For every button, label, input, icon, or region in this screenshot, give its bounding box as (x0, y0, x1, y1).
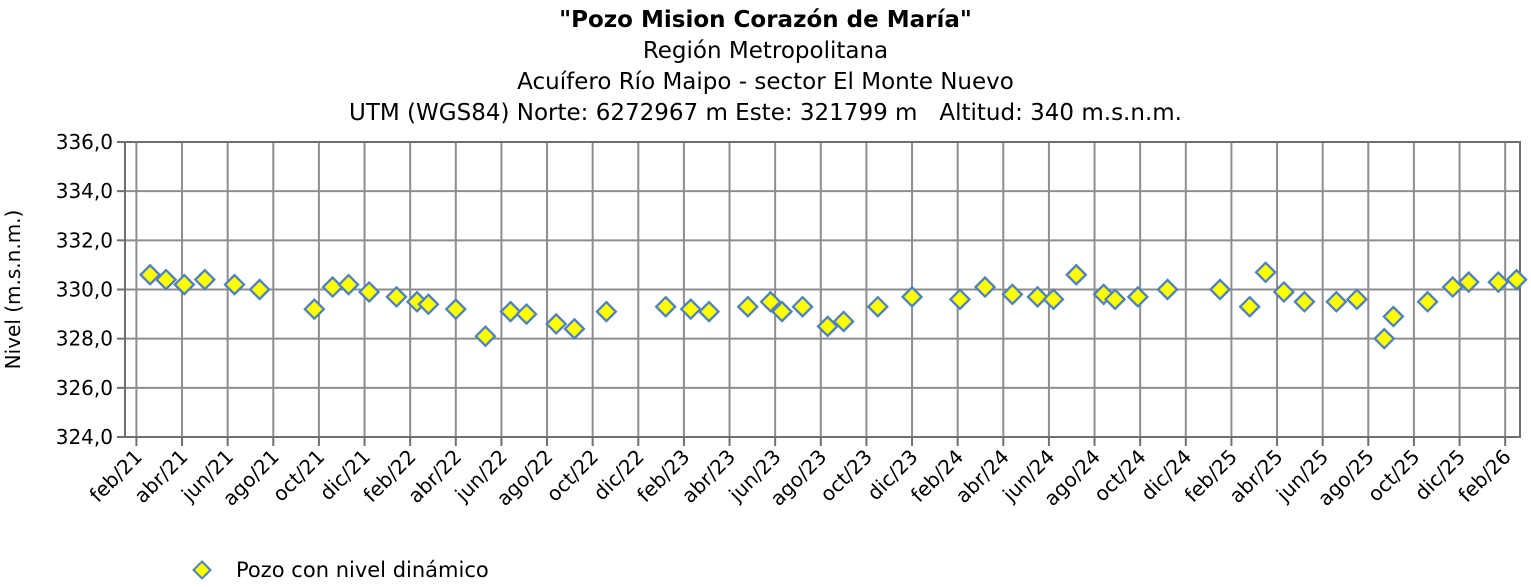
legend-label: Pozo con nivel dinámico (236, 558, 489, 582)
legend-marker-diamond (192, 560, 212, 580)
x-tick-label: oct/21 (268, 445, 330, 507)
y-tick-label: 328,0 (56, 327, 113, 351)
data-point-diamond (1238, 295, 1261, 318)
data-point-diamond (1092, 283, 1115, 306)
data-point-diamond (679, 298, 702, 321)
data-point-diamond (1001, 283, 1024, 306)
data-point-diamond (1103, 288, 1127, 311)
data-point-diamond (138, 263, 162, 286)
data-point-diamond (173, 273, 196, 296)
data-point-diamond (563, 317, 586, 340)
data-point-diamond (321, 275, 344, 299)
data-point-diamond (1325, 290, 1348, 313)
data-point-diamond (1416, 290, 1439, 313)
data-point-diamond (816, 315, 839, 338)
data-point-diamond (770, 300, 794, 323)
y-tick-label: 330,0 (56, 278, 113, 302)
data-point-diamond (973, 275, 997, 299)
y-tick-label: 324,0 (56, 425, 113, 449)
data-point-diamond (337, 273, 360, 296)
y-tick-label: 332,0 (56, 228, 113, 252)
x-tick-label: oct/25 (1363, 445, 1425, 507)
data-point-diamond (357, 280, 381, 304)
data-point-diamond (1156, 278, 1179, 301)
data-point-diamond (791, 295, 814, 318)
data-point-diamond (303, 298, 326, 321)
data-point-diamond (900, 285, 924, 309)
data-point-diamond (474, 325, 497, 348)
chart-subtitle-utm: UTM (WGS84) Norte: 6272967 m Este: 32179… (349, 100, 1182, 127)
chart-header: "Pozo Mision Corazón de María" Región Me… (0, 5, 1531, 129)
data-point-diamond (1487, 270, 1510, 294)
data-point-diamond (759, 290, 782, 313)
chart-title: "Pozo Mision Corazón de María" (559, 7, 972, 33)
x-tick-label: feb/26 (1453, 445, 1515, 507)
y-tick-label: 326,0 (56, 376, 113, 400)
data-point-diamond (832, 310, 855, 333)
legend: Pozo con nivel dinámico (190, 558, 489, 582)
data-point-diamond (444, 298, 467, 321)
x-tick-label: oct/24 (1089, 445, 1151, 507)
data-point-diamond (1441, 275, 1464, 299)
data-point-diamond (1208, 278, 1232, 301)
data-point-diamond (1373, 327, 1396, 350)
data-point-diamond (1272, 280, 1296, 304)
data-point-diamond (1042, 288, 1065, 311)
data-point-diamond (595, 300, 618, 323)
data-point-diamond (948, 288, 972, 311)
data-point-diamond (1345, 288, 1369, 311)
data-point-diamond (385, 285, 408, 309)
data-point-diamond (1026, 285, 1049, 309)
data-point-diamond (417, 293, 440, 316)
y-tick-label: 336,0 (56, 130, 113, 154)
data-point-diamond (248, 278, 271, 301)
data-point-diamond (193, 268, 216, 291)
data-point-diamond (545, 312, 568, 336)
data-point-diamond (654, 295, 677, 318)
y-tick-label: 334,0 (56, 179, 113, 203)
data-point-diamond (1293, 290, 1316, 313)
data-point-diamond (1126, 285, 1150, 309)
data-point-diamond (1254, 261, 1277, 284)
data-point-diamond (499, 300, 522, 323)
data-point-diamond (1382, 305, 1405, 328)
data-point-diamond (866, 295, 889, 318)
chart-subtitle-region: Región Metropolitana (642, 38, 889, 65)
data-point-diamond (154, 268, 178, 291)
x-tick-label: oct/23 (815, 445, 877, 507)
data-point-diamond (736, 295, 759, 318)
x-tick-label: oct/22 (541, 445, 603, 507)
y-axis-title: Nivel (m.s.n.m.) (1, 210, 25, 370)
data-point-diamond (1505, 268, 1528, 291)
data-point-diamond (697, 300, 721, 323)
chart-subtitle-aquifer: Acuífero Río Maipo - sector El Monte Nue… (517, 69, 1014, 96)
data-point-diamond (1457, 270, 1480, 294)
data-point-diamond (223, 273, 246, 296)
data-point-diamond (1065, 263, 1088, 286)
data-point-diamond (515, 302, 538, 326)
